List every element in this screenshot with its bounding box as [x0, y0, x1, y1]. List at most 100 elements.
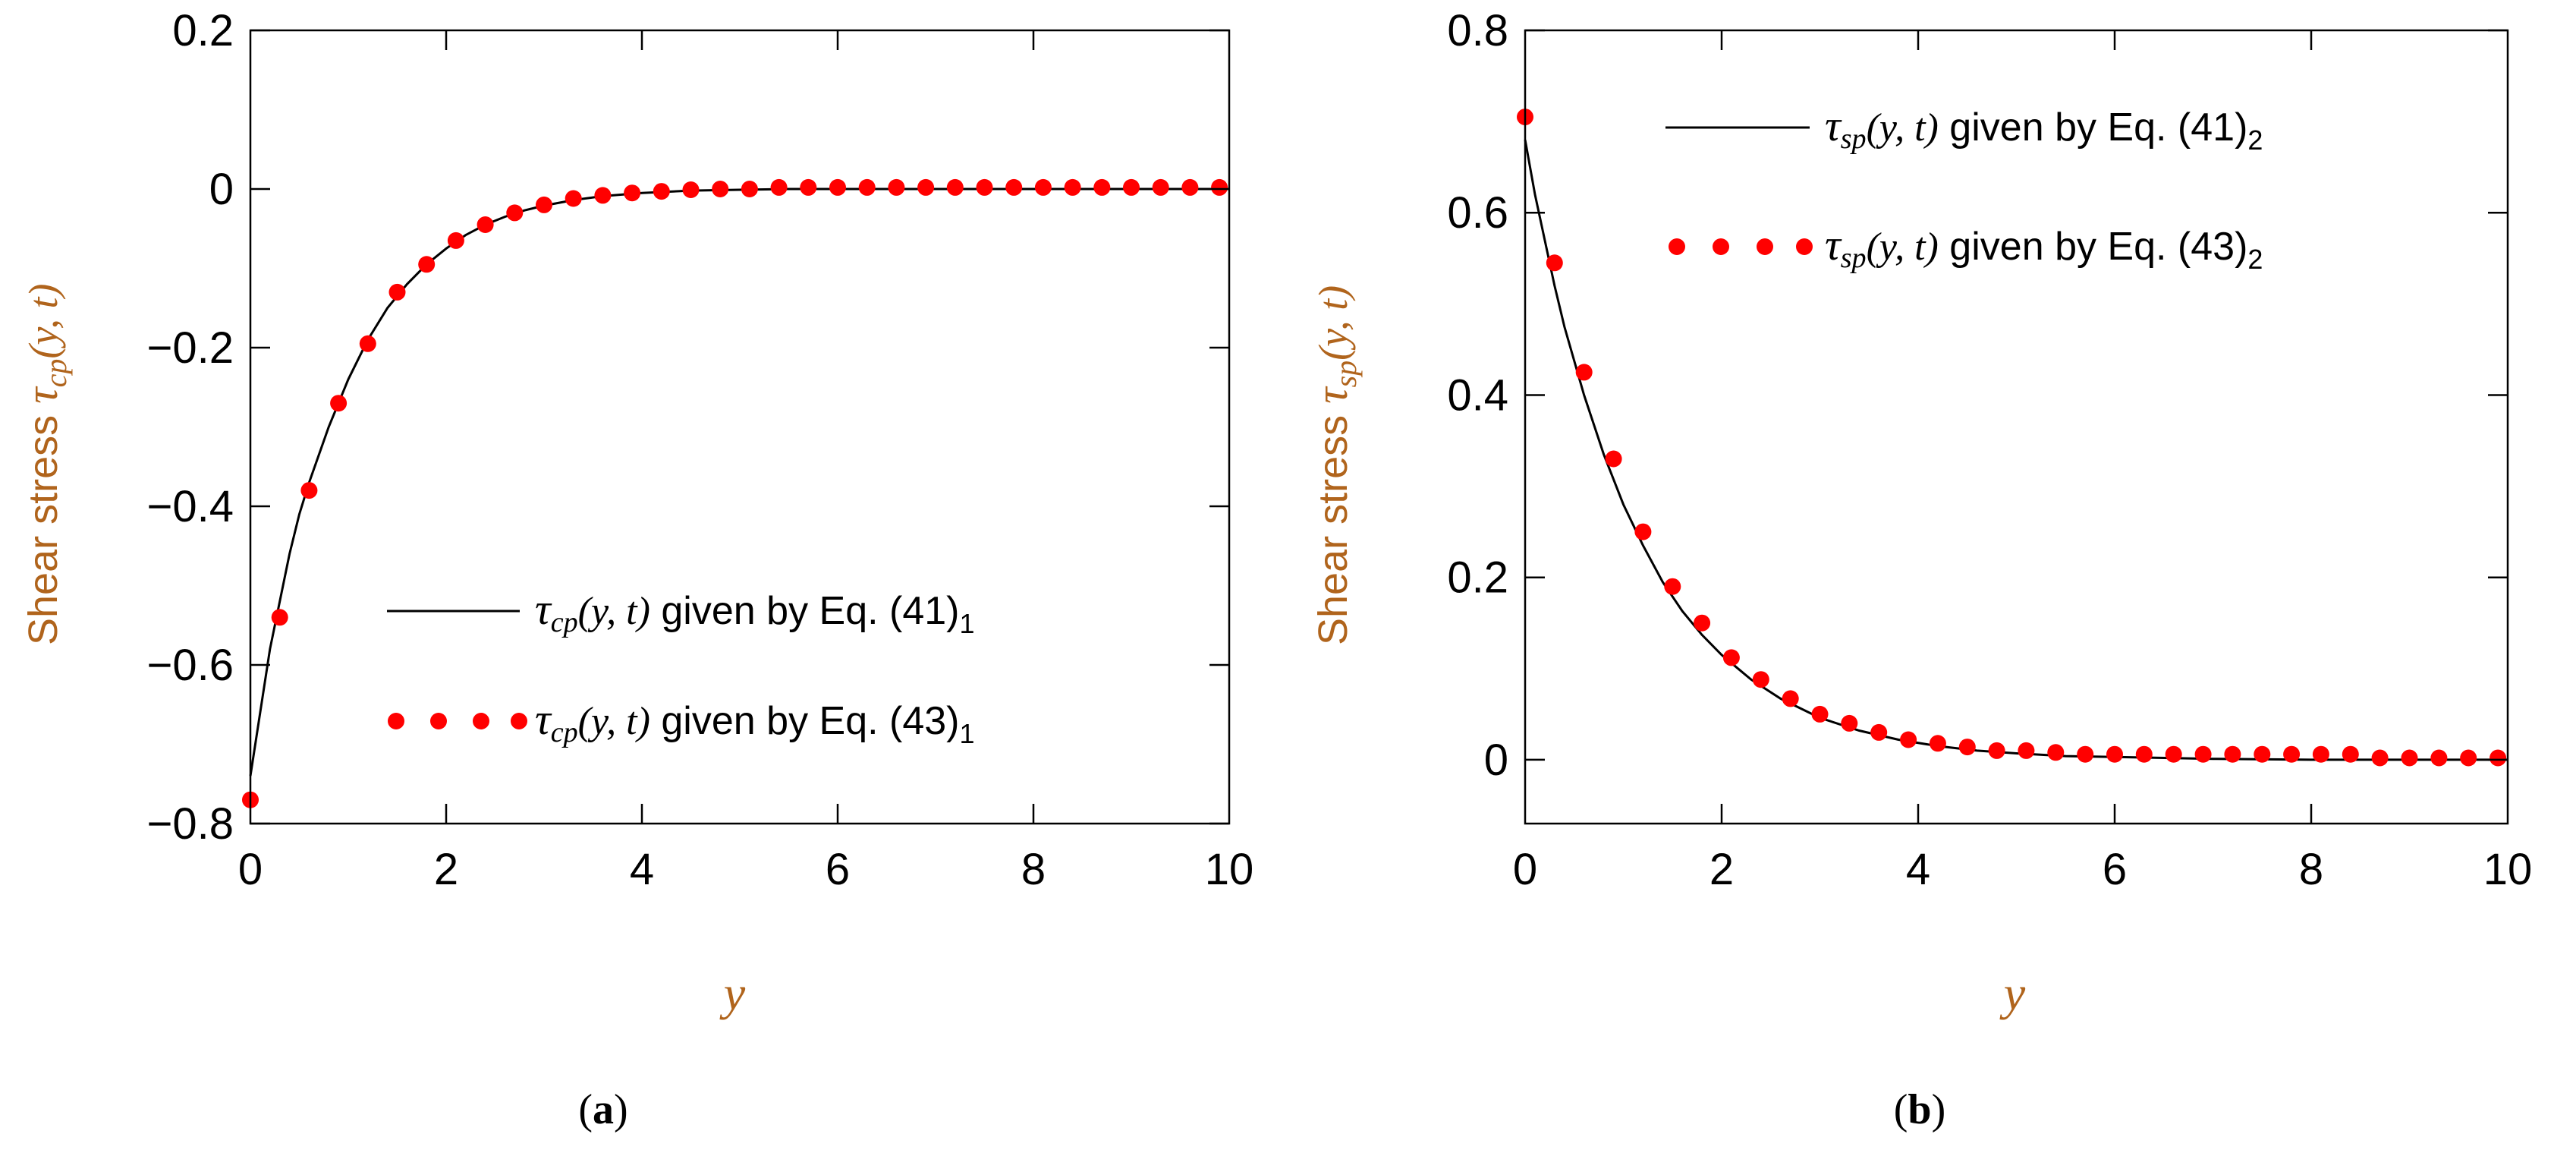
panel-b-marker-point — [1841, 714, 1858, 732]
panel-b-marker-point — [2194, 745, 2212, 763]
panel-b-marker-point — [1722, 649, 1740, 666]
panel-b-marker-point — [2224, 745, 2241, 763]
panel-a-marker-point — [594, 187, 612, 204]
panel-b-marker-point — [1694, 614, 1711, 632]
panel-a-marker-point — [447, 232, 464, 249]
panel-b-y-ticks: 0 0.2 0.4 0.6 0.8 — [1447, 6, 2508, 785]
panel-b-x-tick-label: 6 — [2103, 845, 2127, 894]
panel-a-marker-point — [653, 183, 670, 200]
panel-a-legend-marker-swatch-1 — [388, 713, 404, 729]
panel-b-legend-marker-swatch-2 — [1713, 238, 1729, 255]
panel-b-series-line — [1524, 139, 2508, 761]
panel-b-x-tick-label: 2 — [1709, 845, 1734, 894]
panel-a-frame — [249, 29, 1231, 825]
panel-a-x-tick-label: 0 — [238, 845, 263, 894]
panel-b-x-tick-label: 4 — [1906, 845, 1930, 894]
panel-a-y-tick-label: 0 — [209, 165, 234, 214]
panel-b-y-tick-label: 0.4 — [1447, 370, 1508, 420]
panel-a-marker-point — [1211, 178, 1228, 196]
panel-b-legend-marker-swatch-4 — [1796, 238, 1813, 255]
panel-a-x-tick-label: 8 — [1021, 845, 1046, 894]
panel-b-marker-point — [2018, 742, 2035, 759]
panel-a-marker-point — [712, 181, 729, 197]
panel-a-legend-label-markers: τcp(y, t) given by Eq. (43)1 — [535, 695, 975, 749]
panel-a-marker-point — [624, 184, 641, 202]
panel-b-x-tick-label: 8 — [2299, 845, 2323, 894]
panel-b-marker-point — [2135, 745, 2153, 763]
panel-b-y-tick-label: 0.6 — [1447, 188, 1508, 238]
panel-a: −0.8 −0.6 −0.4 −0.2 0 0.2 0 2 4 6 8 10 Shear stres… — [17, 6, 1253, 1133]
panel-b-marker-point — [1605, 450, 1622, 468]
panel-a-legend: τcp(y, t) given by Eq. (41)1 τcp(y, t) g… — [387, 584, 975, 749]
panel-b-legend-marker-swatch-3 — [1757, 238, 1773, 255]
panel-b-y-tick-label: 0 — [1484, 736, 1508, 785]
panel-a-caption: (a) — [578, 1086, 627, 1133]
panel-b-frame — [1524, 29, 2509, 825]
panel-a-marker-point — [359, 335, 376, 352]
panel-a-marker-point — [1181, 178, 1199, 196]
panel-b-legend: τsp(y, t) given by Eq. (41)2 τsp(y, t) g… — [1665, 101, 2263, 275]
panel-a-marker-point — [271, 609, 288, 626]
panel-b-marker-point — [1634, 523, 1652, 540]
panel-a-y-tick-label: −0.4 — [147, 482, 234, 531]
panel-a-y-tick-label: −0.2 — [147, 323, 234, 373]
panel-a-marker-point — [1034, 178, 1052, 196]
panel-b-legend-label-markers: τsp(y, t) given by Eq. (43)2 — [1825, 220, 2263, 275]
panel-a-marker-point — [888, 178, 905, 196]
panel-a-marker-point — [388, 283, 406, 301]
panel-a-x-tick-label: 6 — [826, 845, 850, 894]
panel-b-marker-point — [2460, 749, 2477, 767]
panel-a-marker-point — [917, 178, 935, 196]
panel-a-marker-point — [1064, 178, 1081, 196]
panel-a-series-line — [249, 187, 1229, 777]
panel-a-legend-marker-swatch-3 — [473, 713, 489, 729]
panel-b-marker-point — [1958, 739, 1976, 756]
panel-b-marker-point — [1870, 723, 1888, 741]
panel-b-marker-point — [2430, 749, 2448, 767]
panel-b-plot-area — [1517, 109, 2508, 767]
panel-b-marker-point — [2342, 745, 2359, 763]
panel-b-marker-point — [1988, 742, 2005, 759]
panel-b-marker-point — [2283, 745, 2301, 763]
panel-b-x-axis-label: y — [1999, 966, 2026, 1020]
panel-b-x-ticks: 0 2 4 6 8 10 — [1513, 30, 2532, 894]
panel-a-marker-point — [858, 178, 876, 196]
panel-a-plot-area — [242, 178, 1229, 808]
panel-a-y-ticks: −0.8 −0.6 −0.4 −0.2 0 0.2 — [147, 6, 1229, 849]
panel-b-marker-point — [2106, 745, 2123, 763]
panel-b-marker-point — [2047, 744, 2065, 761]
panel-a-y-tick-label: −0.8 — [147, 799, 234, 849]
panel-a-x-tick-label: 10 — [1205, 845, 1254, 894]
panel-a-marker-point — [506, 204, 524, 222]
panel-b: 0 0.2 0.4 0.6 0.8 0 2 4 6 8 10 Shear stress τsp(y… — [1307, 6, 2532, 1133]
panel-a-marker-point — [1005, 178, 1023, 196]
panel-b-marker-point — [2254, 745, 2271, 763]
panel-b-marker-point — [1752, 671, 1769, 688]
panel-b-marker-point — [2077, 745, 2094, 763]
panel-a-marker-point — [565, 190, 582, 207]
panel-b-marker-point — [2490, 749, 2507, 767]
panel-a-x-axis-label: y — [719, 966, 746, 1020]
panel-b-marker-point — [2165, 745, 2182, 763]
panel-a-marker-point — [536, 196, 552, 213]
panel-a-marker-point — [300, 482, 318, 499]
panel-b-marker-point — [1811, 705, 1829, 723]
panel-a-marker-point — [682, 181, 700, 198]
panel-a-marker-point — [1152, 178, 1169, 196]
panel-b-marker-point — [1900, 731, 1917, 748]
panel-b-x-tick-label: 10 — [2483, 845, 2533, 894]
panel-a-marker-point — [741, 181, 758, 197]
panel-b-marker-point — [1575, 364, 1593, 381]
panel-a-marker-point — [946, 178, 964, 196]
panel-b-marker-point — [2312, 745, 2329, 763]
panel-a-y-tick-label: 0.2 — [172, 6, 234, 55]
panel-a-legend-marker-swatch-4 — [511, 713, 527, 729]
panel-b-marker-point — [2371, 749, 2389, 767]
panel-a-x-tick-label: 4 — [630, 845, 654, 894]
panel-a-legend-marker-swatch-2 — [430, 713, 447, 729]
panel-a-marker-point — [770, 178, 788, 196]
panel-a-y-axis-label: Shear stress τcp(y, t) — [17, 284, 73, 645]
panel-a-marker-point — [418, 256, 436, 273]
panel-a-x-tick-label: 2 — [434, 845, 458, 894]
